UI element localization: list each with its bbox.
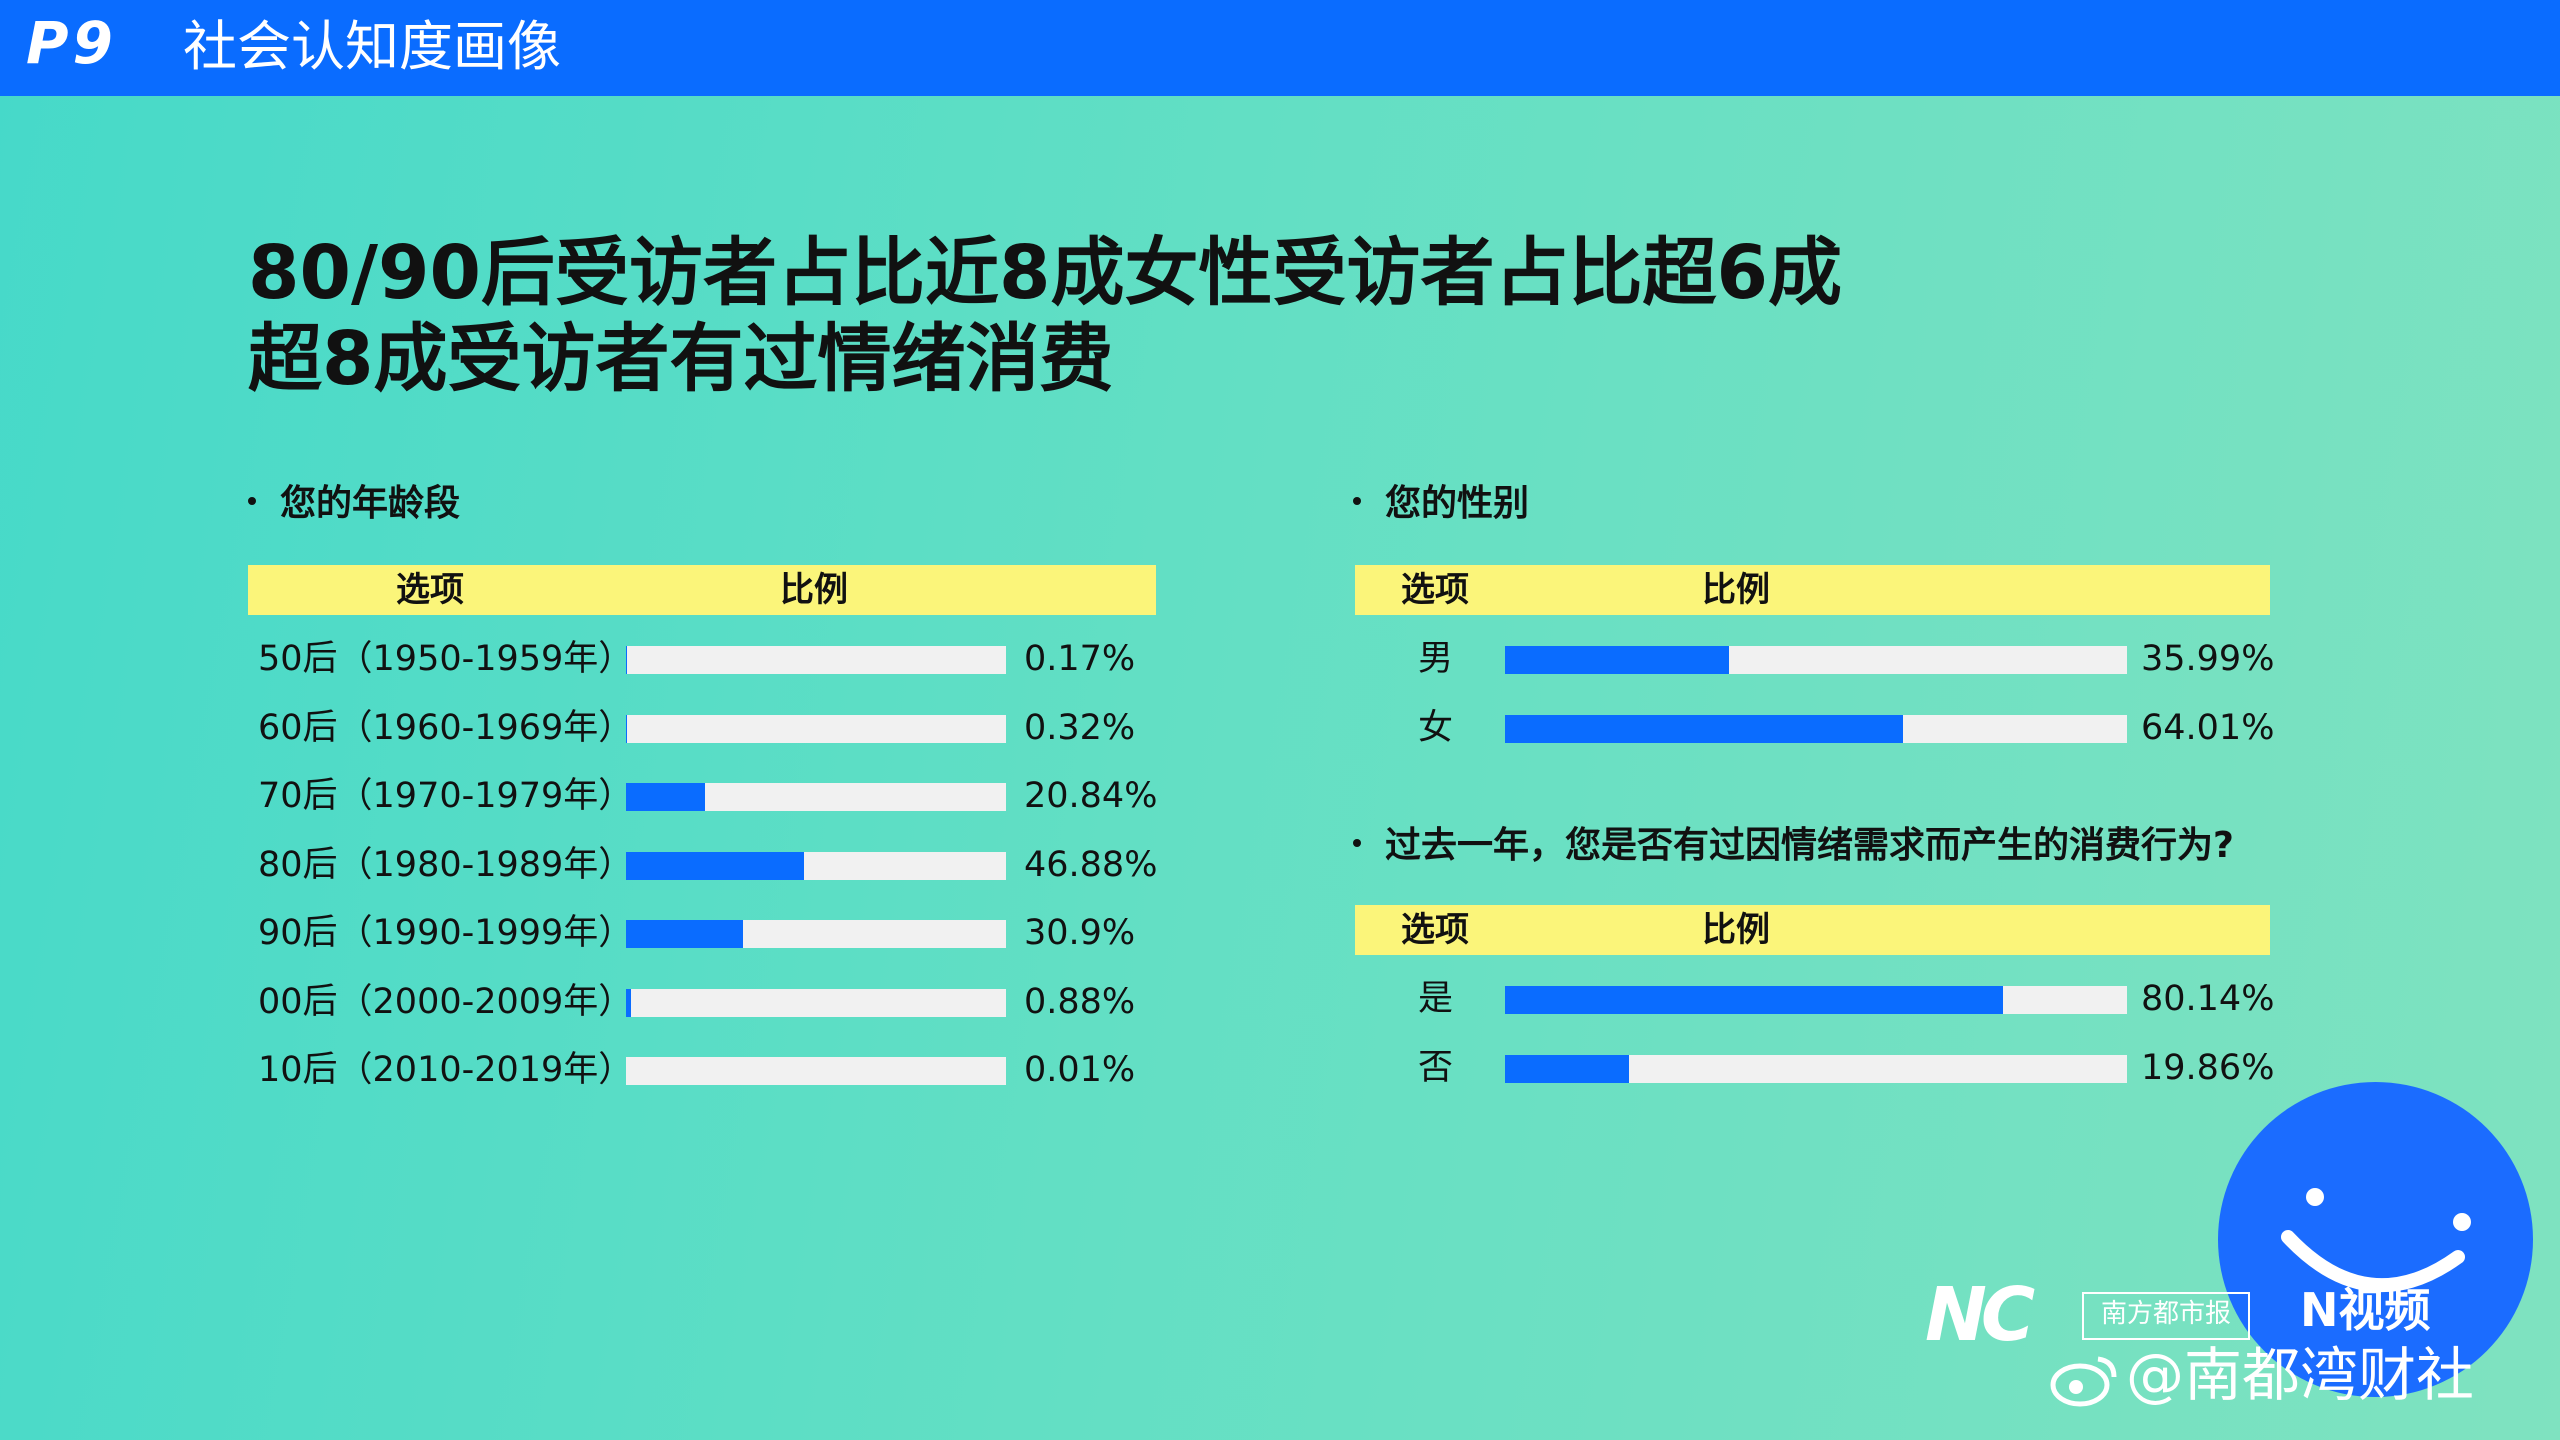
bar-track (626, 920, 1006, 948)
bar (1505, 646, 1729, 674)
category-label: 70后（1970-1979年） (258, 776, 634, 816)
bullet-icon (248, 497, 256, 505)
bar-track (1505, 646, 2127, 674)
headline-line-1: 80/90后受访者占比近8成女性受访者占比超6成 (248, 230, 1842, 316)
bar-track (626, 646, 1006, 674)
nd-logo: NC (1925, 1272, 2035, 1358)
value-label: 19.86% (2141, 1047, 2275, 1088)
bar (626, 988, 631, 1017)
newspaper-logo: 南方都市报 (2082, 1292, 2250, 1340)
header-ratio: 比例 (780, 570, 848, 610)
header-option: 选项 (1401, 910, 1469, 950)
gender-table-header: 选项 比例 (1355, 565, 2270, 615)
category-label: 80后（1980-1989年） (258, 844, 634, 885)
bar-track (1505, 986, 2127, 1014)
category-label: 00后（2000-2009年） (258, 981, 634, 1022)
bar-track (626, 783, 1006, 811)
category-label: 90后（1990-1999年） (258, 913, 634, 953)
value-label: 0.88% (1024, 981, 1136, 1022)
bar-track (1505, 1054, 2127, 1083)
value-label: 20.84% (1024, 776, 1158, 816)
value-label: 30.9% (1024, 913, 1136, 953)
category-label: 是 (1418, 979, 1454, 1019)
top-bar: P9 社会认知度画像 (0, 0, 2560, 96)
value-label: 80.14% (2141, 979, 2275, 1019)
n-video-logo: N视频 (2300, 1283, 2431, 1337)
bar (626, 714, 628, 743)
page-number: P9 (26, 9, 117, 77)
header-ratio: 比例 (1702, 570, 1770, 610)
bar-track (626, 1057, 1006, 1085)
bar-track (626, 851, 1006, 880)
bullet-icon (1353, 839, 1361, 847)
category-label: 10后（2010-2019年） (258, 1050, 634, 1090)
value-label: 0.32% (1024, 707, 1136, 748)
category-label: 50后（1950-1959年） (258, 639, 634, 679)
smiley-badge (2218, 1082, 2533, 1397)
headline-line-2: 超8成受访者有过情绪消费 (248, 316, 1114, 402)
header-ratio: 比例 (1702, 910, 1770, 950)
weibo-icon (2050, 1356, 2117, 1407)
emotion-table-header: 选项 比例 (1355, 905, 2270, 955)
value-label: 64.01% (2141, 707, 2275, 748)
category-label: 女 (1418, 707, 1454, 748)
category-label: 60后（1960-1969年） (258, 707, 634, 748)
bar (626, 783, 706, 811)
age-table-header: 选项 比例 (248, 565, 1156, 615)
value-label: 46.88% (1024, 844, 1158, 885)
bar-track (626, 988, 1006, 1017)
age-question-title: 您的年龄段 (248, 486, 460, 522)
bar (626, 851, 805, 880)
bar-track (626, 714, 1006, 743)
value-label: 0.17% (1024, 639, 1136, 679)
gender-question-title: 您的性别 (1353, 486, 1529, 522)
weibo-handle: @南都湾财社 (2050, 1346, 2474, 1407)
category-label: 否 (1418, 1047, 1454, 1088)
bar (626, 646, 627, 674)
bar (626, 920, 744, 948)
smiley-icon (2281, 1188, 2471, 1292)
emotion-question-title: 过去一年，您是否有过因情绪需求而产生的消费行为? (1353, 828, 2234, 864)
bar (1505, 986, 2004, 1014)
value-label: 35.99% (2141, 639, 2275, 679)
bar-track (1505, 714, 2127, 743)
section-title: 社会认知度画像 (183, 15, 561, 78)
category-label: 男 (1418, 639, 1454, 679)
header-option: 选项 (396, 570, 464, 610)
bar (1505, 714, 1904, 743)
value-label: 0.01% (1024, 1050, 1136, 1090)
bar (1505, 1054, 1629, 1083)
bullet-icon (1353, 497, 1361, 505)
header-option: 选项 (1401, 570, 1469, 610)
